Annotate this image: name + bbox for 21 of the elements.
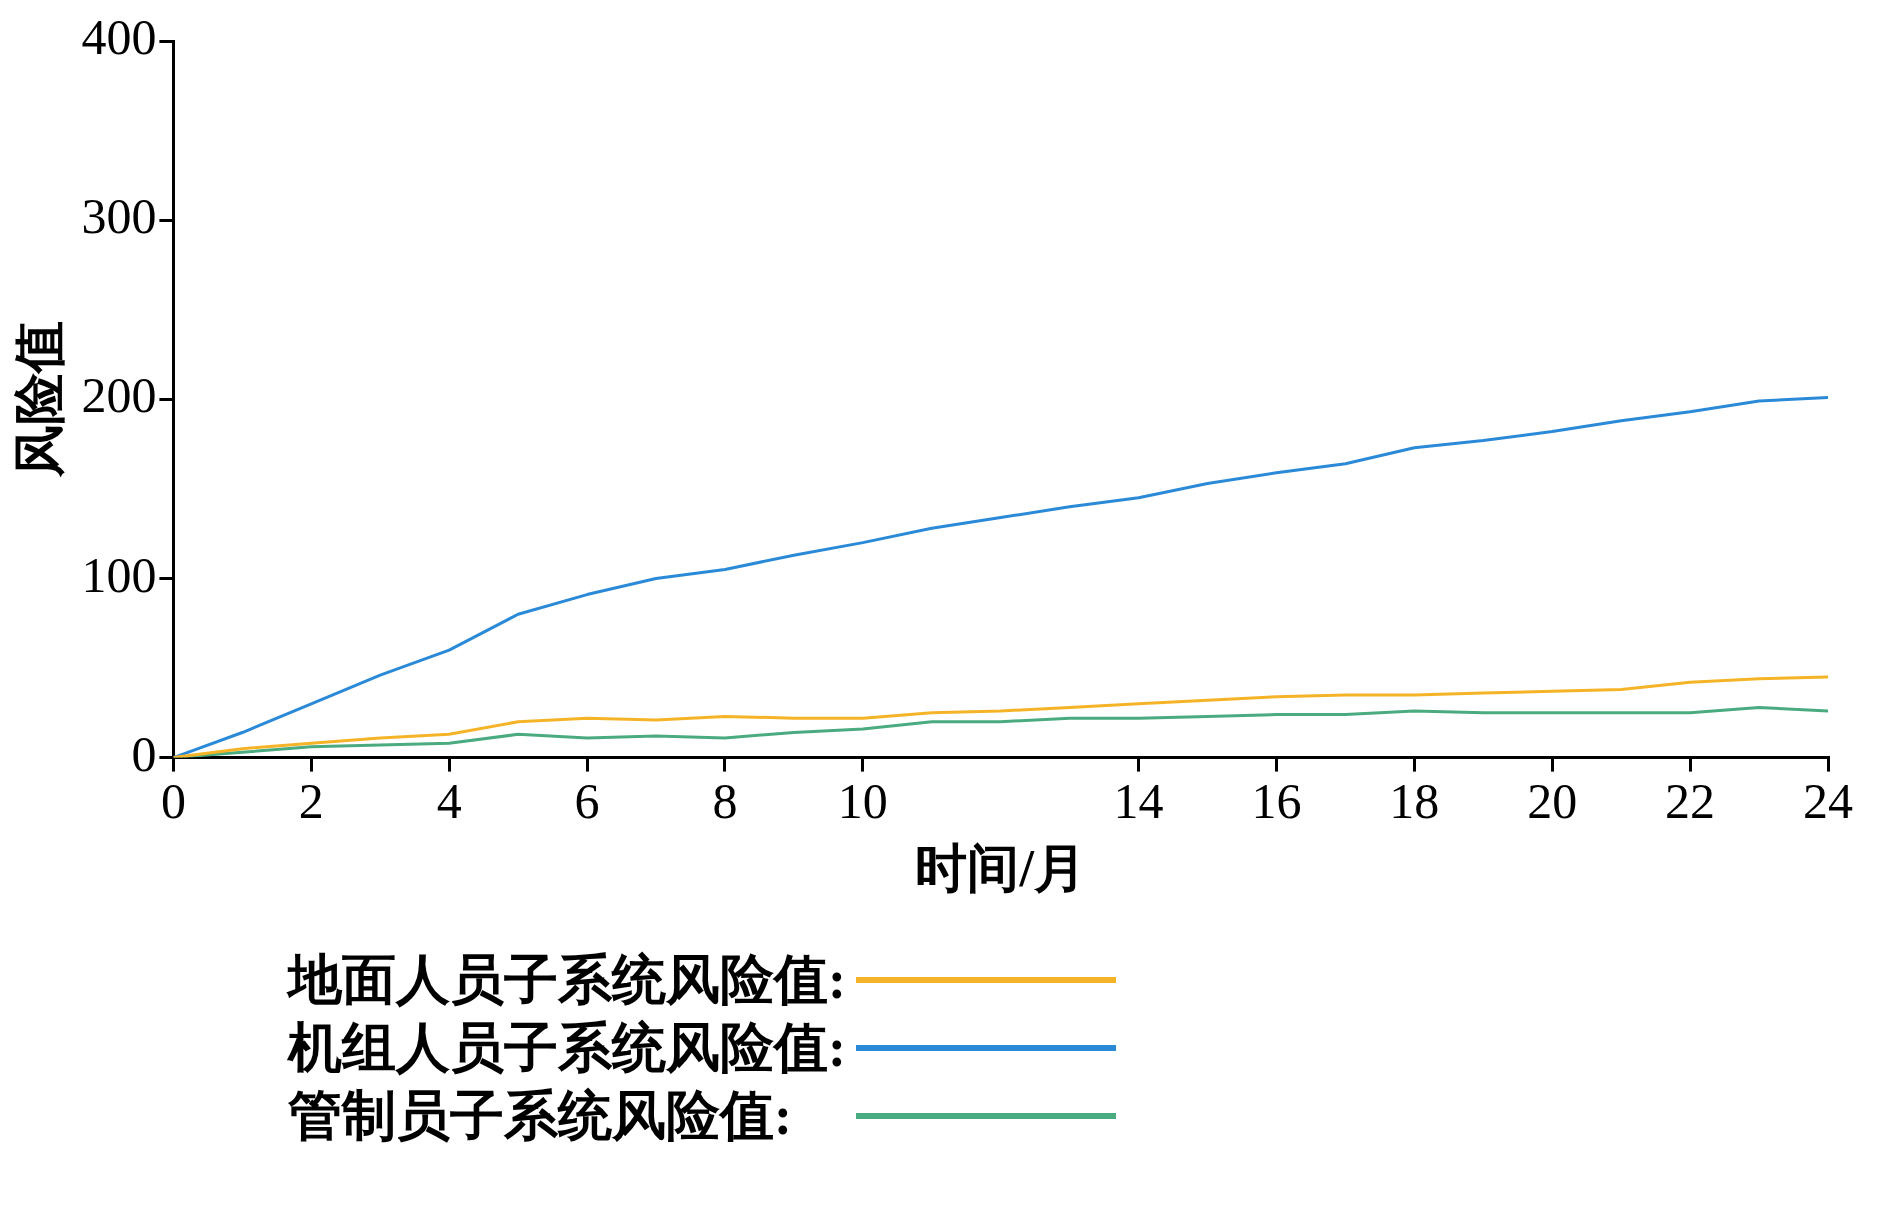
x-tick-label: 6	[574, 772, 600, 829]
y-tick-label: 400	[81, 9, 157, 66]
x-tick-label: 24	[1803, 772, 1853, 829]
legend-label: 管制员子系统风险值:	[288, 1085, 793, 1148]
x-tick-label: 4	[436, 772, 462, 829]
x-tick-label: 20	[1527, 772, 1578, 829]
x-tick-label: 8	[712, 772, 738, 829]
legend-label: 地面人员子系统风险值:	[288, 949, 846, 1012]
y-tick-label: 300	[81, 188, 157, 245]
x-axis-title: 时间/月	[915, 840, 1086, 898]
y-tick-label: 100	[81, 546, 157, 603]
x-tick-label: 14	[1113, 772, 1164, 829]
x-tick-label: 22	[1665, 772, 1716, 829]
y-tick-label: 0	[131, 725, 157, 782]
y-tick-label: 200	[81, 367, 157, 424]
x-tick-label: 16	[1251, 772, 1302, 829]
y-axis-title: 风险值	[10, 321, 68, 479]
legend-label: 机组人员子系统风险值:	[288, 1017, 846, 1080]
x-tick-label: 10	[837, 772, 888, 829]
x-tick-label: 2	[298, 772, 324, 829]
x-tick-label: 18	[1389, 772, 1440, 829]
